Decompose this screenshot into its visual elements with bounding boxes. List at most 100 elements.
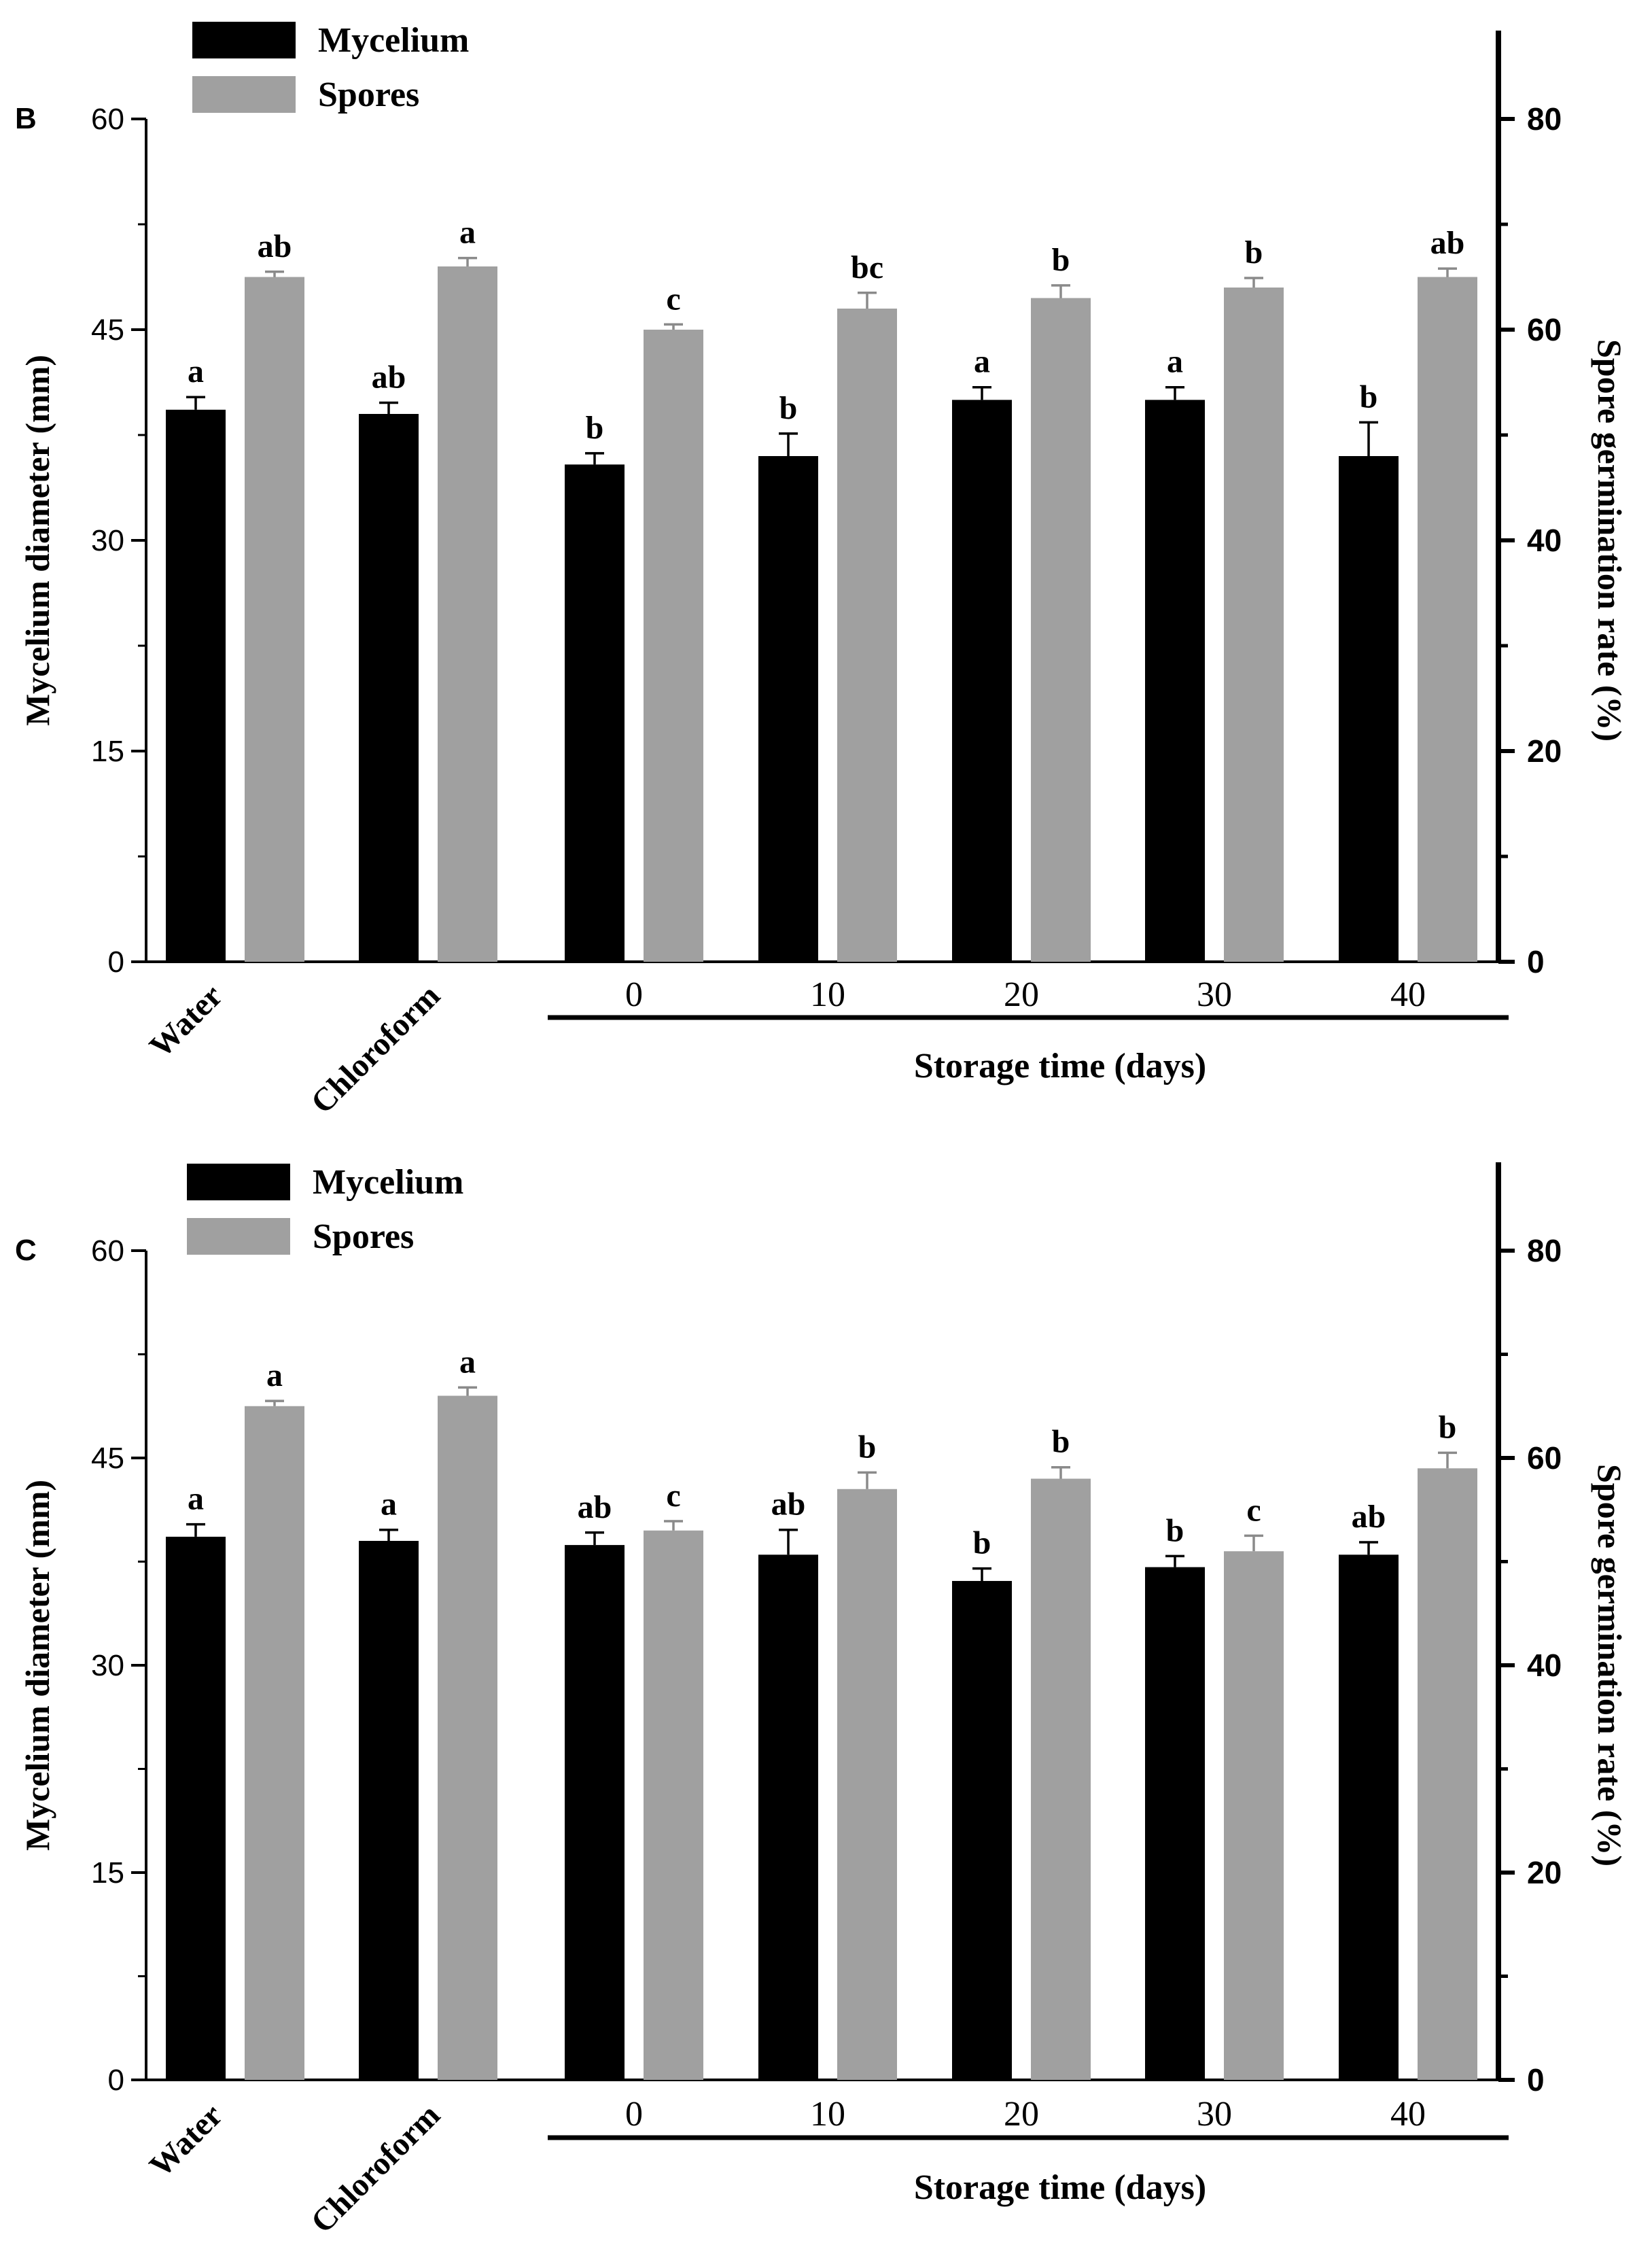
significance-letter-spores: b — [1052, 1424, 1070, 1460]
legend-swatch-mycelium — [192, 22, 296, 58]
significance-letter-spores: a — [266, 1357, 283, 1393]
right-tick-label: 80 — [1527, 101, 1562, 137]
category-label: 20 — [1004, 975, 1039, 1014]
left-tick-label: 45 — [91, 313, 124, 347]
significance-letter-spores: bc — [851, 249, 883, 285]
significance-letter-spores: c — [666, 1478, 680, 1514]
legend-label-mycelium: Mycelium — [318, 21, 469, 60]
bar-mycelium — [1339, 456, 1399, 962]
legend-label-spores: Spores — [313, 1217, 414, 1256]
bar-spores — [438, 266, 497, 962]
category-label: 0 — [625, 975, 643, 1014]
right-tick-label: 40 — [1527, 1648, 1562, 1683]
panel-label: B — [15, 102, 37, 135]
significance-letter-mycelium: b — [973, 1525, 991, 1561]
bar-mycelium — [1145, 1567, 1205, 2080]
significance-letter-spores: a — [459, 215, 476, 251]
bar-mycelium — [758, 456, 818, 962]
significance-letter-spores: c — [666, 281, 680, 317]
significance-letter-mycelium: b — [1166, 1512, 1184, 1548]
category-label: 40 — [1390, 975, 1426, 1014]
significance-letter-mycelium: a — [381, 1487, 397, 1523]
right-tick-label: 60 — [1527, 312, 1562, 347]
category-label: 40 — [1390, 2095, 1426, 2134]
significance-letter-spores: ab — [258, 228, 292, 264]
bar-mycelium — [758, 1554, 818, 2080]
bar-mycelium — [952, 1580, 1012, 2080]
bar-spores — [644, 1530, 703, 2080]
category-label: 0 — [625, 2095, 643, 2134]
left-tick-label: 45 — [91, 1442, 124, 1475]
right-axis-title: Spore germination rate (%) — [1591, 339, 1629, 742]
significance-letter-mycelium: a — [188, 353, 204, 389]
legend-swatch-spores — [187, 1218, 290, 1255]
bar-spores — [837, 309, 897, 962]
bar-mycelium — [359, 414, 419, 962]
bar-spores — [1031, 1478, 1091, 2080]
bar-spores — [1418, 1468, 1477, 2080]
significance-letter-mycelium: ab — [578, 1489, 612, 1525]
legend-swatch-spores — [192, 76, 296, 113]
bar-mycelium — [565, 1545, 625, 2080]
left-tick-label: 15 — [91, 735, 124, 768]
right-tick-label: 40 — [1527, 523, 1562, 558]
significance-letter-mycelium: ab — [372, 359, 406, 395]
significance-letter-mycelium: ab — [771, 1487, 806, 1523]
right-tick-label: 0 — [1527, 944, 1545, 979]
significance-letter-spores: b — [858, 1429, 877, 1465]
right-tick-label: 20 — [1527, 733, 1562, 769]
legend-label-spores: Spores — [318, 75, 419, 114]
bar-mycelium — [1339, 1554, 1399, 2080]
significance-letter-spores: b — [1052, 242, 1070, 278]
left-axis-title: Mycelium diameter (mm) — [18, 1480, 56, 1851]
bar-mycelium — [359, 1541, 419, 2080]
category-label: 10 — [810, 975, 845, 1014]
bar-spores — [837, 1489, 897, 2080]
left-axis-title: Mycelium diameter (mm) — [18, 355, 56, 726]
right-tick-label: 20 — [1527, 1855, 1562, 1890]
significance-letter-spores: b — [1439, 1409, 1457, 1445]
significance-letter-spores: c — [1246, 1492, 1261, 1528]
bar-spores — [245, 1406, 304, 2080]
significance-letter-spores: ab — [1430, 225, 1465, 261]
bar-spores — [644, 330, 703, 962]
category-label: 10 — [810, 2095, 845, 2134]
category-label: 30 — [1197, 975, 1232, 1014]
bar-spores — [1031, 298, 1091, 962]
left-tick-label: 0 — [108, 2064, 124, 2097]
group-label: Storage time (days) — [914, 2168, 1206, 2207]
bar-mycelium — [166, 409, 226, 962]
left-tick-label: 60 — [91, 1234, 124, 1268]
significance-letter-mycelium: a — [1167, 344, 1183, 380]
left-tick-label: 30 — [91, 1649, 124, 1682]
chart-panel-c: C 0 15 30 45 60 0 20 40 60 80 Mycelium diameter (mm… — [15, 1162, 1629, 2240]
category-label: 30 — [1197, 2095, 1232, 2134]
bar-spores — [1418, 277, 1477, 962]
significance-letter-mycelium: b — [586, 410, 604, 446]
left-tick-label: 30 — [91, 524, 124, 557]
bar-spores — [1224, 288, 1284, 962]
category-label: 20 — [1004, 2095, 1039, 2134]
significance-letter-spores: a — [459, 1344, 476, 1380]
right-tick-label: 80 — [1527, 1233, 1562, 1268]
left-tick-label: 0 — [108, 945, 124, 979]
significance-letter-mycelium: b — [779, 390, 798, 426]
left-tick-label: 15 — [91, 1856, 124, 1890]
significance-letter-mycelium: ab — [1352, 1499, 1386, 1535]
left-tick-label: 60 — [91, 103, 124, 136]
bar-mycelium — [1145, 400, 1205, 962]
panel-label: C — [15, 1234, 37, 1267]
bar-spores — [245, 277, 304, 962]
bar-spores — [438, 1395, 497, 2080]
right-tick-label: 0 — [1527, 2062, 1545, 2098]
legend-swatch-mycelium — [187, 1164, 290, 1200]
bar-mycelium — [166, 1536, 226, 2080]
group-label: Storage time (days) — [914, 1047, 1206, 1085]
bar-mycelium — [565, 464, 625, 962]
right-tick-label: 60 — [1527, 1440, 1562, 1476]
significance-letter-mycelium: b — [1360, 379, 1378, 415]
bar-spores — [1224, 1551, 1284, 2080]
significance-letter-mycelium: a — [188, 1481, 204, 1517]
legend-label-mycelium: Mycelium — [313, 1163, 463, 1202]
